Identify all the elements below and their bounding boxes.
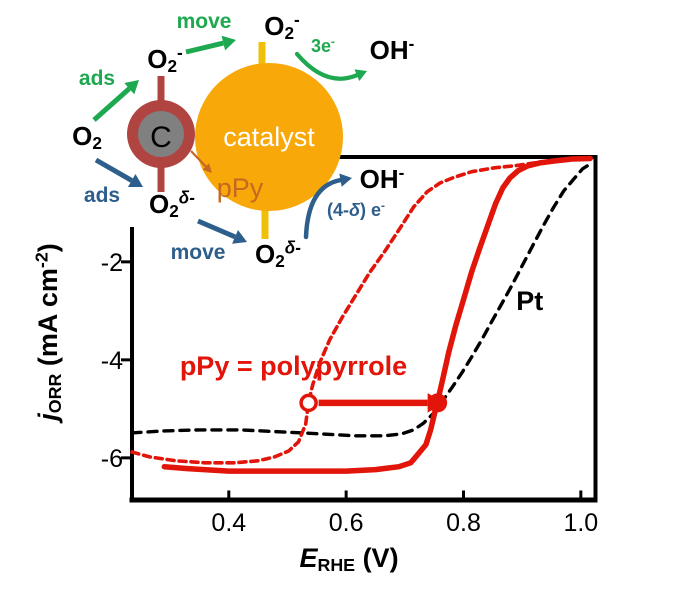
label-4-delta-e: (4-δ) e- xyxy=(327,199,385,220)
x-axis-title: ERHE (V) xyxy=(299,543,398,575)
y-axis-title: jORR (mA cm-2) xyxy=(31,243,65,423)
label-o2-superoxide-top: O2- xyxy=(264,10,300,43)
arrow-3e-green-head xyxy=(354,69,367,82)
chart-annotations: pPy = polypyrrole Pt xyxy=(180,286,543,413)
curve-catalyst-without-ppy xyxy=(130,157,593,465)
x-tick-label: 1.0 xyxy=(563,509,598,537)
annotation-ppy-text: pPy = polypyrrole xyxy=(180,351,407,381)
label-move-top: move xyxy=(177,10,232,33)
arrow-4e-blue xyxy=(303,177,343,240)
plot-frame xyxy=(121,155,598,503)
arrow-ads-green xyxy=(92,86,131,122)
arrow-ppy-pointer-head xyxy=(202,163,212,173)
arrow-ads-green-head xyxy=(124,80,139,95)
arrow-move-blue xyxy=(197,218,237,240)
x-tick-label: 0.8 xyxy=(446,509,481,537)
label-3e: 3e- xyxy=(311,35,335,56)
arrow-ads-blue-head xyxy=(127,174,143,188)
axis-labels: 0.4 0.6 0.8 1.0 -2 -4 -6 ERHE (V) jORR (mA cm-2) xyxy=(31,243,598,575)
y-tick-label: -2 xyxy=(101,249,123,277)
arrow-4e-blue-head xyxy=(339,173,352,187)
annotation-open-circle xyxy=(299,393,318,413)
plot-curves xyxy=(130,155,594,474)
arrow-move-green-head xyxy=(221,35,236,51)
label-o2-delta-left: O2δ- xyxy=(149,188,195,221)
annotation-pt-label: Pt xyxy=(516,286,543,316)
arrow-ppy-pointer xyxy=(190,150,207,168)
label-o2-delta-bottom: O2δ- xyxy=(255,238,301,271)
arrow-ads-blue xyxy=(94,157,133,183)
arrow-3e-green xyxy=(294,51,360,81)
annotation-filled-circle xyxy=(428,393,448,413)
x-tick-label: 0.6 xyxy=(329,509,364,537)
arrow-move-blue-head xyxy=(232,229,247,244)
label-ppy: pPy xyxy=(217,173,264,203)
mechanism-diagram: move ads O2- O2 ads O2δ- O2- 3e- OH-catalyst CpPy… xyxy=(72,10,415,271)
label-o2: O2 xyxy=(72,121,102,153)
label-move-bottom: move xyxy=(171,241,226,264)
orr-polarization-chart: pPy = polypyrrole Pt 0.4 0.6 0.8 1.0 -2 -4 -6 ER… xyxy=(31,155,598,575)
label-ads-green: ads xyxy=(79,67,115,90)
label-ads-blue: ads xyxy=(84,184,120,207)
y-tick-label: -6 xyxy=(101,445,123,473)
label-carbon: C xyxy=(150,121,172,154)
catalyst-sphere xyxy=(195,63,343,211)
curve-catalyst-with-ppy xyxy=(161,155,593,474)
y-tick-label: -4 xyxy=(101,347,123,375)
label-catalyst: catalyst xyxy=(223,122,315,152)
label-o2-superoxide-left: O2- xyxy=(147,43,183,76)
label-oh-bottom: OH- xyxy=(360,163,405,194)
carbon-core xyxy=(138,111,184,157)
arrow-move-green xyxy=(185,40,224,55)
x-tick-label: 0.4 xyxy=(211,509,246,537)
label-oh-top: OH- xyxy=(370,34,415,65)
